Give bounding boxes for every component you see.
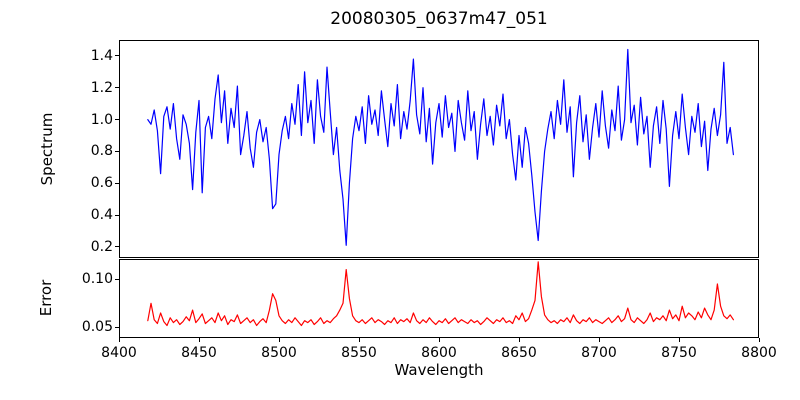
y-tick xyxy=(115,182,119,184)
x-tick xyxy=(678,338,680,342)
y-tick-label: 0.2 xyxy=(90,238,113,255)
y-tick xyxy=(115,87,119,89)
x-tick xyxy=(758,338,760,342)
x-tick-label: 8600 xyxy=(421,345,457,361)
error-plot-area xyxy=(119,259,759,338)
error-line xyxy=(147,261,735,327)
x-tick-label: 8550 xyxy=(341,345,377,361)
x-tick-label: 8800 xyxy=(741,345,777,361)
x-tick-label: 8700 xyxy=(581,345,617,361)
y-tick-label: 1.0 xyxy=(90,111,113,128)
x-tick-label: 8400 xyxy=(101,345,137,361)
x-axis-label: Wavelength xyxy=(394,361,484,379)
y-tick xyxy=(115,246,119,248)
x-tick xyxy=(358,338,360,342)
x-tick xyxy=(198,338,200,342)
y-tick xyxy=(115,278,119,280)
x-tick xyxy=(118,338,120,342)
x-tick-label: 8450 xyxy=(181,345,217,361)
y-tick-label: 0.6 xyxy=(90,175,113,192)
x-tick xyxy=(518,338,520,342)
x-tick xyxy=(598,338,600,342)
axes-frame xyxy=(119,259,759,338)
axes-frame xyxy=(119,40,759,258)
y-tick xyxy=(115,150,119,152)
y-tick xyxy=(115,326,119,328)
y-tick-label: 0.8 xyxy=(90,143,113,160)
spectrum-line xyxy=(147,48,735,246)
x-tick-label: 8500 xyxy=(261,345,297,361)
y-tick-label: 0.10 xyxy=(81,271,113,288)
y-tick-label: 0.05 xyxy=(81,319,113,336)
x-tick xyxy=(278,338,280,342)
y-tick-label: 0.4 xyxy=(90,207,113,224)
error-y-axis-label: Error xyxy=(37,279,55,317)
y-tick-label: 1.4 xyxy=(90,47,113,64)
x-tick xyxy=(438,338,440,342)
y-tick xyxy=(115,214,119,216)
y-tick-label: 1.2 xyxy=(90,79,113,96)
y-tick xyxy=(115,55,119,57)
spectrum-plot-area xyxy=(119,40,759,258)
x-tick-label: 8750 xyxy=(661,345,697,361)
x-tick-label: 8650 xyxy=(501,345,537,361)
plot-title: 20080305_0637m47_051 xyxy=(330,9,548,29)
y-tick xyxy=(115,119,119,121)
